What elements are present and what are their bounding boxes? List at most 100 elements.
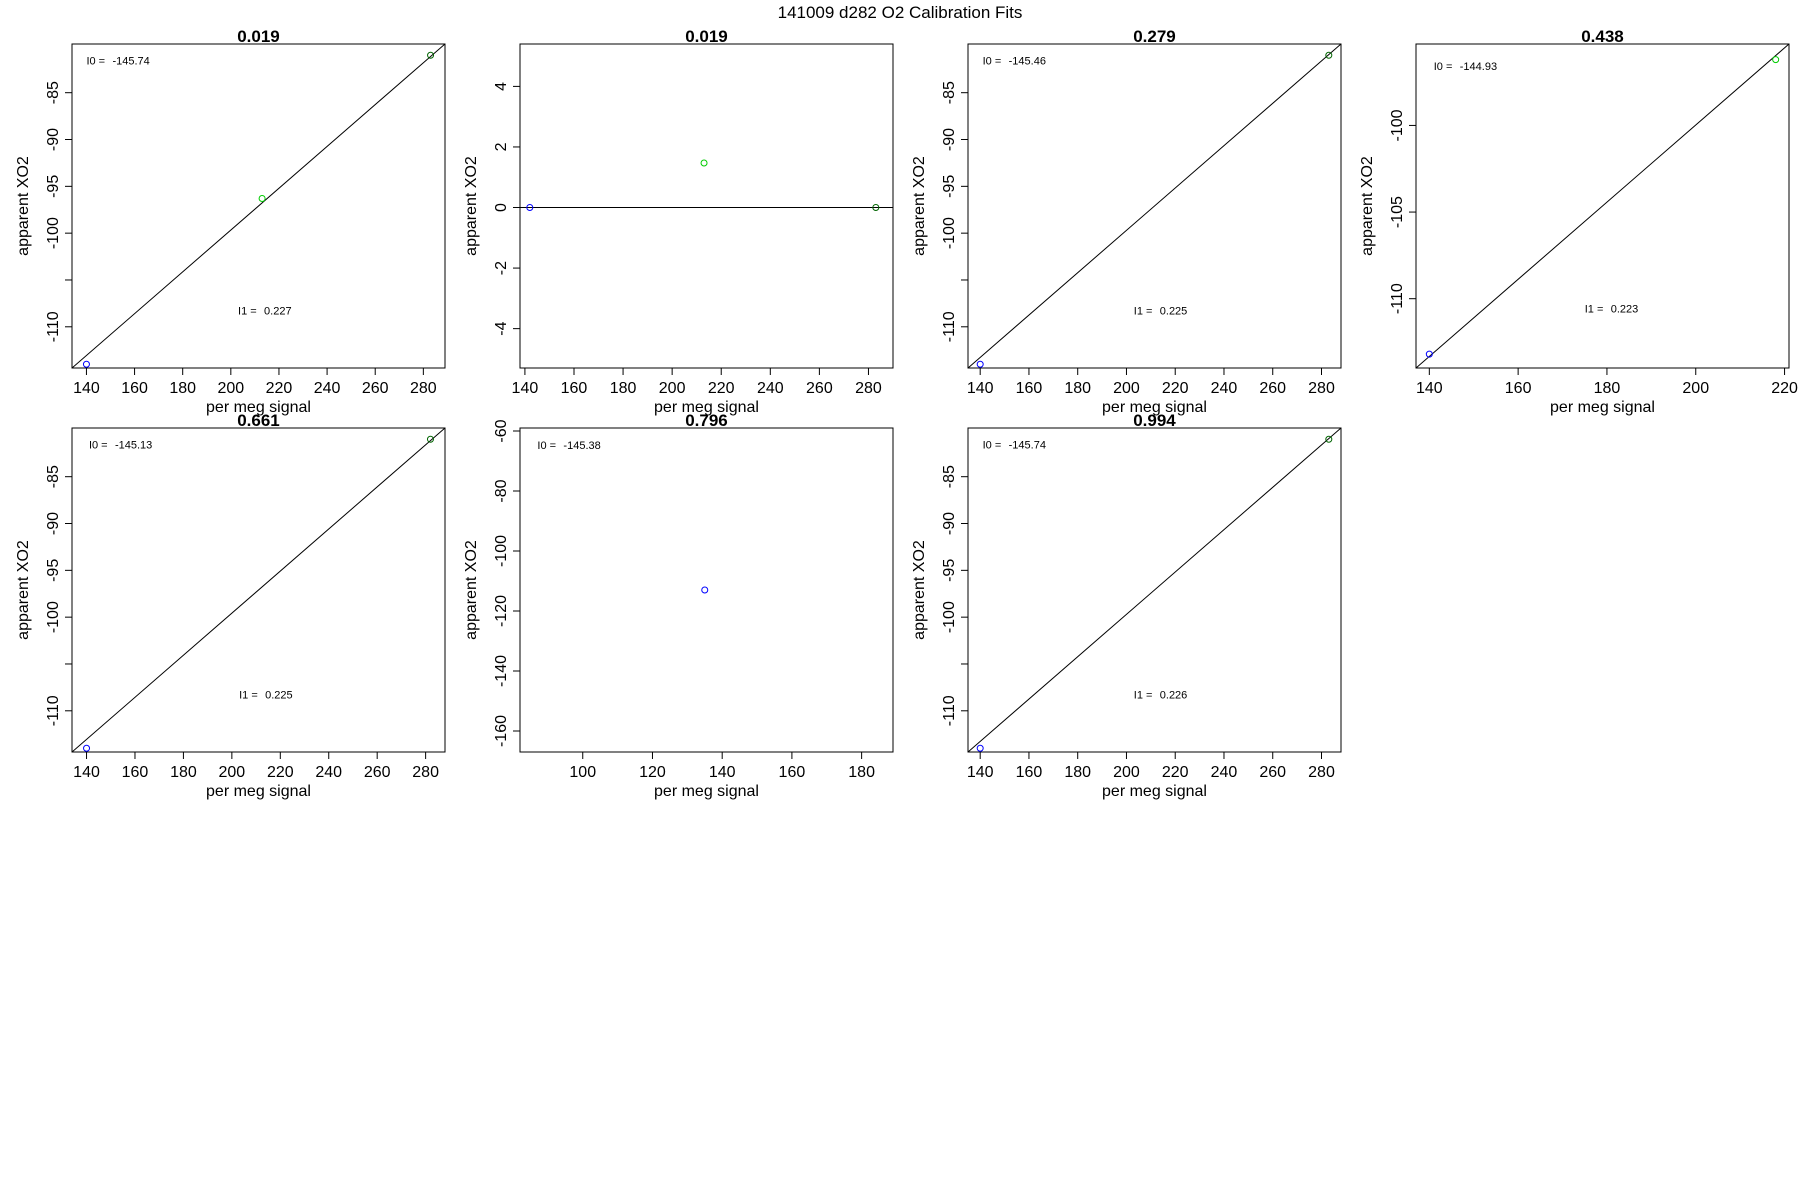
x-tick-label: 160 xyxy=(1505,380,1532,397)
x-tick-label: 180 xyxy=(170,764,197,781)
y-tick-label: -100 xyxy=(493,535,510,567)
panel-title: 0.019 xyxy=(237,27,280,46)
annotation-label: I0 = xyxy=(1434,61,1453,73)
y-tick-label: -85 xyxy=(941,465,958,488)
chart-panel-5: 0.661 140 160 180 200 220 240 260 280 per meg sig… xyxy=(15,411,446,800)
y-tick-label: -160 xyxy=(493,715,510,747)
x-tick-label: 220 xyxy=(1162,380,1189,397)
x-tick-label: 140 xyxy=(709,764,736,781)
y-tick-label: -90 xyxy=(45,512,62,535)
x-tick-label: 240 xyxy=(314,380,341,397)
y-axis-label: apparent XO2 xyxy=(15,156,32,256)
data-point xyxy=(82,360,90,368)
y-tick-label: -110 xyxy=(45,695,62,726)
x-tick-label: 220 xyxy=(266,380,293,397)
plot-frame xyxy=(519,43,894,369)
x-axis-label: per meg signal xyxy=(654,399,759,416)
panel-title: 0.438 xyxy=(1581,27,1624,46)
y-axis-label: apparent XO2 xyxy=(463,156,480,256)
panel-title: 0.019 xyxy=(685,27,728,46)
x-tick-label: 160 xyxy=(121,380,148,397)
annotation-label: I0 = xyxy=(983,56,1002,68)
x-tick-label: 280 xyxy=(1308,764,1335,781)
fit-line xyxy=(968,44,1341,368)
x-tick-label: 280 xyxy=(412,764,439,781)
fit-line xyxy=(72,44,445,368)
y-tick-label: -110 xyxy=(941,695,958,726)
fit-line xyxy=(72,428,445,752)
x-tick-label: 240 xyxy=(315,764,342,781)
annotation-value: 0.223 xyxy=(1611,304,1639,316)
x-tick-label: 240 xyxy=(1211,764,1238,781)
y-tick-label: -100 xyxy=(1389,109,1406,141)
data-point xyxy=(427,51,435,59)
chart-panel-3: 0.279 140 160 180 200 220 240 260 280 per meg sig… xyxy=(911,27,1342,416)
data-point xyxy=(700,159,708,167)
x-tick-label: 220 xyxy=(708,380,735,397)
annotation-label: I1 = xyxy=(1134,306,1153,318)
x-tick-label: 240 xyxy=(1211,380,1238,397)
data-point xyxy=(976,744,984,752)
x-tick-label: 260 xyxy=(806,380,833,397)
x-tick-label: 140 xyxy=(967,764,994,781)
y-tick-label: -95 xyxy=(941,175,958,198)
y-tick-label: -90 xyxy=(941,512,958,535)
x-axis-label: per meg signal xyxy=(206,399,311,416)
panel-title: 0.796 xyxy=(685,411,728,430)
x-tick-label: 160 xyxy=(779,764,806,781)
data-point xyxy=(1325,435,1333,443)
data-point xyxy=(1772,56,1780,64)
x-tick-label: 280 xyxy=(410,380,437,397)
panel-title: 0.661 xyxy=(237,411,280,430)
chart-panel-7: 0.994 140 160 180 200 220 240 260 280 per meg sig… xyxy=(911,411,1342,800)
plot-frame xyxy=(967,427,1342,753)
y-tick-label: -120 xyxy=(493,595,510,627)
x-tick-label: 220 xyxy=(267,764,294,781)
data-point xyxy=(1325,51,1333,59)
data-point xyxy=(1425,350,1433,358)
x-tick-label: 180 xyxy=(1064,380,1091,397)
y-tick-label: 0 xyxy=(493,203,510,212)
x-tick-label: 120 xyxy=(639,764,666,781)
fit-line xyxy=(968,428,1341,752)
annotation-label: I0 = xyxy=(537,440,556,452)
y-tick-label: -4 xyxy=(493,321,510,335)
y-axis-label: apparent XO2 xyxy=(911,540,928,640)
panel-title: 0.994 xyxy=(1133,411,1176,430)
x-axis-label: per meg signal xyxy=(1102,783,1207,800)
x-tick-label: 220 xyxy=(1162,764,1189,781)
x-tick-label: 180 xyxy=(1594,380,1621,397)
data-point xyxy=(83,744,91,752)
x-tick-label: 200 xyxy=(1113,380,1140,397)
x-tick-label: 260 xyxy=(362,380,389,397)
panel-title: 0.279 xyxy=(1133,27,1176,46)
x-tick-label: 200 xyxy=(217,380,244,397)
plot-frame xyxy=(71,427,446,753)
y-tick-label: -95 xyxy=(45,175,62,198)
plot-frame xyxy=(967,43,1342,369)
x-tick-label: 180 xyxy=(1064,764,1091,781)
x-tick-label: 260 xyxy=(364,764,391,781)
annotation-label: I1 = xyxy=(1585,304,1604,316)
y-tick-label: -95 xyxy=(941,559,958,582)
annotation-value: 0.225 xyxy=(265,690,293,702)
y-tick-label: -110 xyxy=(45,311,62,342)
x-tick-label: 100 xyxy=(569,764,596,781)
y-tick-label: -100 xyxy=(941,217,958,249)
y-tick-label: -110 xyxy=(1389,283,1406,314)
plot-frame xyxy=(519,427,894,753)
y-tick-label: -105 xyxy=(1389,196,1406,228)
y-tick-label: 4 xyxy=(493,82,510,91)
y-tick-label: -80 xyxy=(493,479,510,502)
annotation-label: I1 = xyxy=(239,690,258,702)
y-tick-label: -100 xyxy=(941,601,958,633)
x-axis-label: per meg signal xyxy=(1102,399,1207,416)
x-tick-label: 280 xyxy=(855,380,882,397)
y-tick-label: -100 xyxy=(45,601,62,633)
y-axis-label: apparent XO2 xyxy=(15,540,32,640)
annotation-value: -145.13 xyxy=(115,440,152,452)
y-tick-label: -90 xyxy=(45,128,62,151)
chart-panel-4: 0.438 140 160 180 200 220 per meg signal -100 -1… xyxy=(1359,27,1798,416)
y-tick-label: 2 xyxy=(493,142,510,151)
annotation-value: -145.74 xyxy=(112,56,149,68)
